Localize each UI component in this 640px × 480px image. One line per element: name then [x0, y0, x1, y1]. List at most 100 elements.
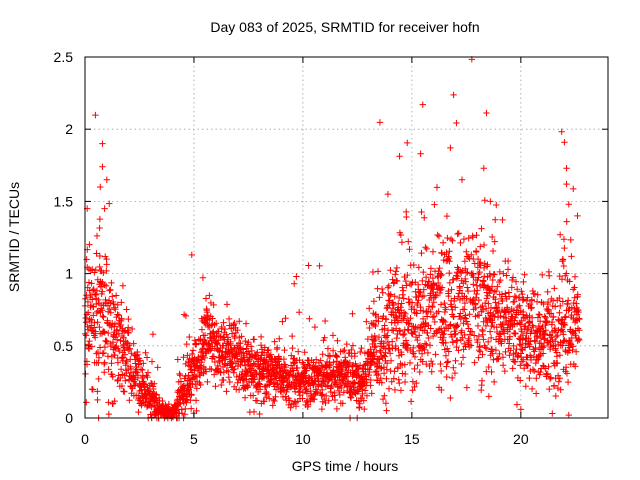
data-point — [446, 258, 453, 265]
data-point — [308, 392, 315, 399]
data-point — [520, 308, 527, 316]
data-point — [451, 369, 459, 377]
data-point — [368, 320, 375, 327]
data-point — [118, 315, 125, 323]
data-point — [234, 326, 241, 334]
data-point — [326, 362, 334, 369]
data-point — [208, 322, 215, 329]
data-point — [461, 275, 469, 283]
data-point — [103, 338, 111, 346]
data-point — [417, 288, 424, 296]
data-point — [571, 284, 578, 291]
data-point — [450, 276, 457, 283]
data-point — [563, 164, 570, 172]
data-point — [325, 397, 332, 404]
data-point — [231, 365, 238, 373]
data-point — [511, 298, 518, 305]
data-point — [114, 311, 121, 318]
data-point — [442, 306, 449, 313]
data-point — [576, 327, 583, 334]
data-point — [220, 376, 227, 384]
data-point — [445, 348, 452, 355]
data-point — [452, 330, 459, 337]
data-point — [102, 337, 110, 345]
data-point — [400, 287, 407, 294]
data-point — [182, 372, 189, 380]
data-point — [399, 284, 406, 291]
data-point — [492, 287, 500, 295]
data-point — [461, 306, 468, 313]
data-point — [448, 303, 455, 310]
data-point — [530, 323, 537, 331]
data-point — [83, 332, 90, 339]
data-point — [118, 382, 126, 390]
data-point — [393, 277, 401, 285]
data-point — [322, 392, 330, 400]
data-point — [372, 335, 379, 343]
data-point — [509, 365, 516, 372]
data-point — [112, 306, 119, 313]
data-point — [561, 314, 569, 321]
data-point — [303, 398, 310, 406]
data-point — [310, 359, 317, 366]
data-point — [438, 386, 445, 394]
data-point — [225, 374, 233, 381]
data-point — [383, 366, 390, 373]
data-point — [534, 291, 541, 298]
data-point — [451, 295, 458, 302]
data-point — [178, 410, 186, 417]
data-point — [250, 408, 258, 416]
data-point — [445, 292, 452, 300]
data-point — [517, 341, 525, 349]
data-point — [425, 334, 432, 342]
data-point — [505, 308, 512, 316]
data-point — [182, 405, 189, 413]
data-point — [512, 358, 519, 366]
data-point — [551, 285, 558, 292]
data-point — [103, 261, 110, 268]
data-point — [112, 292, 120, 299]
data-point — [501, 367, 508, 375]
data-point — [387, 357, 395, 364]
data-point — [475, 332, 483, 340]
data-point — [544, 288, 551, 296]
data-point — [116, 347, 123, 355]
data-point — [331, 389, 338, 397]
data-point — [543, 317, 551, 325]
data-point — [95, 354, 103, 361]
data-point — [493, 304, 501, 312]
data-point — [383, 359, 391, 367]
data-point — [483, 109, 490, 117]
data-point — [575, 335, 582, 343]
data-point — [426, 342, 434, 349]
data-point — [372, 322, 379, 330]
data-point — [177, 378, 185, 385]
data-point — [568, 311, 575, 319]
data-point — [574, 291, 581, 298]
data-point — [355, 387, 362, 395]
data-point — [128, 325, 136, 333]
data-point — [572, 363, 579, 370]
data-point — [108, 360, 115, 367]
data-point — [485, 363, 492, 371]
data-point — [93, 300, 100, 308]
data-point — [305, 262, 312, 269]
data-point — [265, 346, 272, 354]
data-point — [256, 410, 263, 418]
data-point — [457, 315, 465, 323]
data-point — [563, 270, 570, 277]
data-point — [201, 332, 209, 339]
data-point — [400, 309, 408, 316]
data-point — [361, 387, 369, 394]
data-point — [522, 383, 530, 390]
data-point — [410, 350, 417, 357]
data-point — [379, 395, 387, 403]
data-point — [245, 339, 252, 346]
data-point — [227, 338, 234, 346]
data-point — [318, 392, 325, 399]
data-point — [120, 334, 127, 341]
data-point — [398, 351, 405, 358]
data-point — [532, 344, 539, 352]
data-point — [223, 331, 230, 338]
